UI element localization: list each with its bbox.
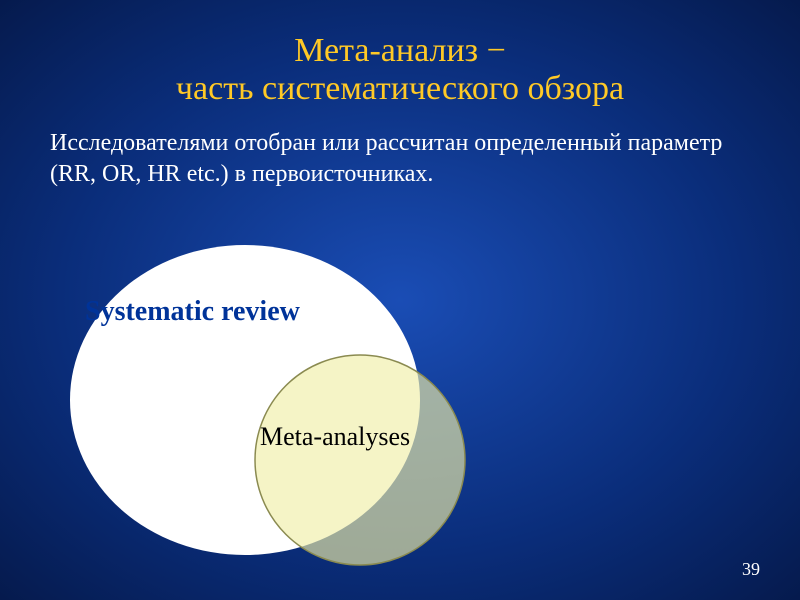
title-line-2: часть систематического обзора — [0, 70, 800, 108]
page-number: 39 — [742, 559, 760, 580]
title-line-1: Мета-анализ − — [294, 32, 506, 69]
slide-title: Мета-анализ − часть систематического обз… — [0, 0, 800, 108]
outer-circle-label: Systematic review — [85, 296, 301, 327]
body-paragraph: Исследователями отобран или рассчитан оп… — [0, 108, 800, 190]
outer-circle — [70, 245, 420, 555]
inner-circle — [255, 355, 465, 565]
inner-circle-label: Meta-analyses — [260, 422, 410, 451]
